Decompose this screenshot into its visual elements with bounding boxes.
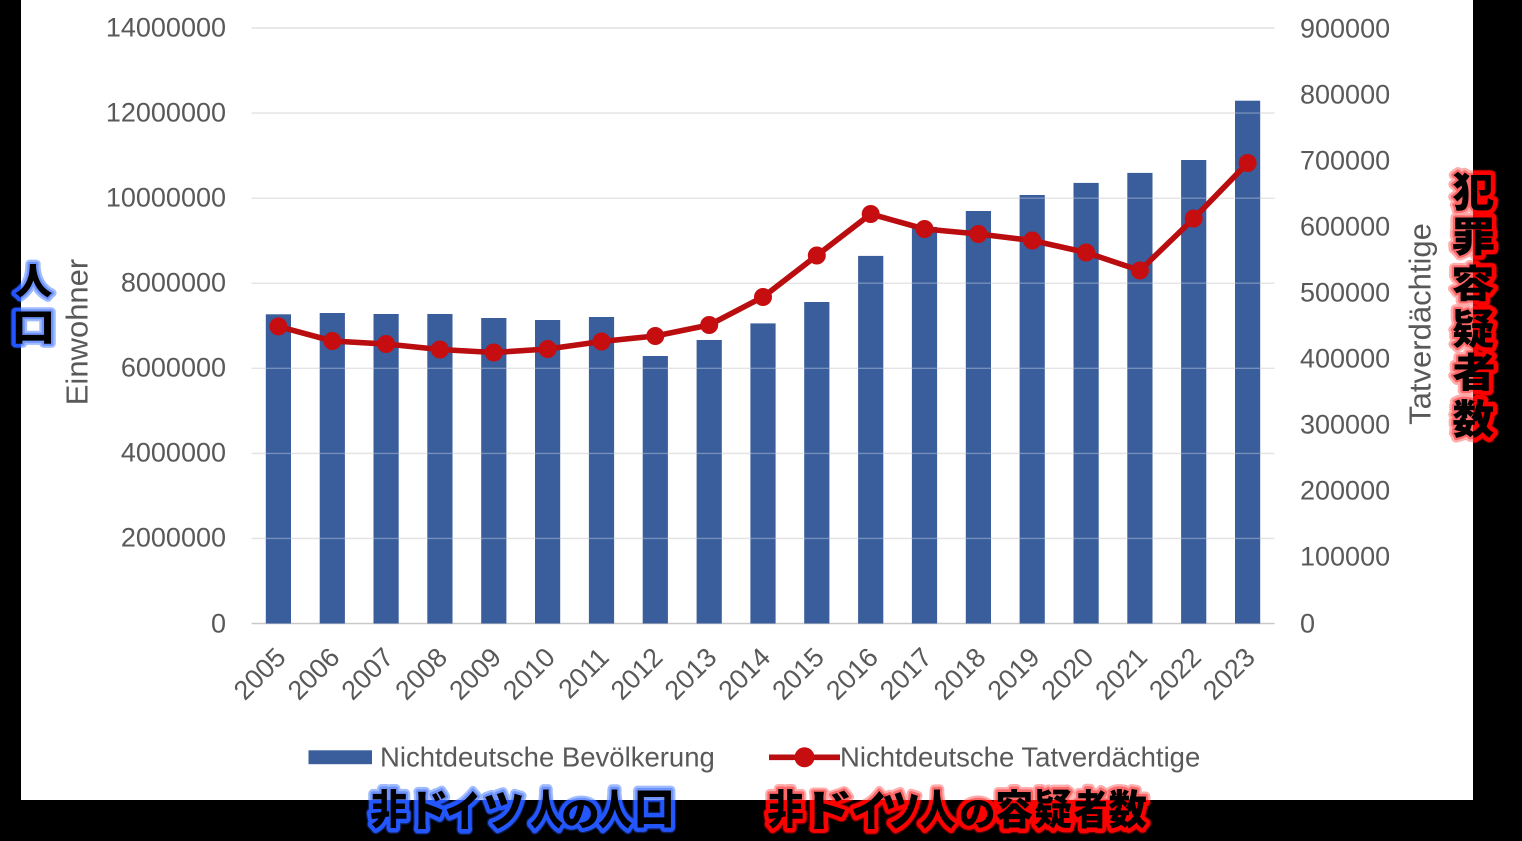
svg-text:2014: 2014 xyxy=(713,642,777,706)
svg-text:2015: 2015 xyxy=(766,642,830,706)
svg-text:2023: 2023 xyxy=(1197,642,1261,706)
svg-text:2007: 2007 xyxy=(336,642,400,706)
svg-text:2013: 2013 xyxy=(659,642,723,706)
svg-text:2005: 2005 xyxy=(228,642,292,706)
svg-text:2010: 2010 xyxy=(497,642,561,706)
svg-text:2021: 2021 xyxy=(1089,642,1153,706)
svg-text:2019: 2019 xyxy=(982,642,1046,706)
svg-text:2017: 2017 xyxy=(874,642,938,706)
svg-text:2009: 2009 xyxy=(443,642,507,706)
svg-text:2020: 2020 xyxy=(1036,642,1100,706)
svg-text:2016: 2016 xyxy=(820,642,884,706)
svg-text:2018: 2018 xyxy=(928,642,992,706)
svg-text:2006: 2006 xyxy=(282,642,346,706)
svg-text:2022: 2022 xyxy=(1143,642,1207,706)
svg-text:2012: 2012 xyxy=(605,642,669,706)
svg-text:2011: 2011 xyxy=(552,642,614,704)
svg-text:2008: 2008 xyxy=(389,642,453,706)
